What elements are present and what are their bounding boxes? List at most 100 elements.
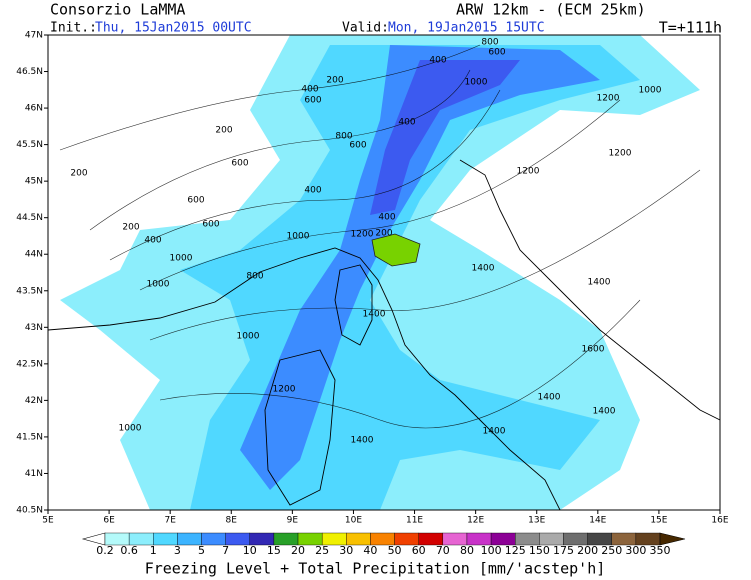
contour-label: 200 — [122, 223, 139, 233]
contour-label: 1400 — [538, 393, 561, 403]
contour-label: 400 — [301, 85, 318, 95]
lat-label: 46N — [25, 104, 43, 114]
contour-label: 1200 — [273, 385, 296, 395]
lon-label: 12E — [467, 516, 484, 526]
contour-label: 1400 — [472, 264, 495, 274]
lon-label: 5E — [42, 516, 54, 526]
lon-label: 9E — [287, 516, 299, 526]
colorbar-label: 300 — [625, 544, 646, 557]
colorbar-label: 5 — [198, 544, 205, 557]
lat-label: 47N — [25, 31, 43, 41]
colorbar-arrow — [659, 532, 686, 546]
contour-label: 1200 — [351, 230, 374, 240]
precip-peak — [371, 233, 421, 267]
contour-label: 1000 — [287, 232, 310, 242]
contour-label: 1400 — [593, 407, 616, 417]
colorbar-label: 15 — [267, 544, 281, 557]
colorbar-label: 70 — [436, 544, 450, 557]
colorbar-label: 30 — [339, 544, 353, 557]
contour-label: 800 — [246, 272, 263, 282]
coastlines — [48, 159, 720, 510]
contour-label: 1400 — [588, 278, 611, 288]
lat-label: 44N — [25, 250, 43, 260]
contour-label: 1000 — [119, 424, 142, 434]
contour-label: 1400 — [483, 427, 506, 437]
colorbar-label: 50 — [388, 544, 402, 557]
lon-label: 6E — [103, 516, 115, 526]
colorbar-label: 200 — [577, 544, 598, 557]
map-frame — [47, 34, 721, 511]
lat-label: 44.5N — [16, 213, 43, 223]
lon-label: 8E — [226, 516, 238, 526]
contour-label: 1000 — [639, 86, 662, 96]
colorbar-label: 1 — [150, 544, 157, 557]
colorbar-label: 3 — [174, 544, 181, 557]
contour-label: 1400 — [363, 310, 386, 320]
contour-label: 200 — [375, 229, 392, 239]
contour-label: 1000 — [465, 78, 488, 88]
colorbar-label: 60 — [412, 544, 426, 557]
lat-label: 43.5N — [16, 286, 43, 296]
contour-label: 400 — [429, 56, 446, 66]
lon-label: 13E — [528, 516, 545, 526]
contour-label: 400 — [378, 213, 395, 223]
colorbar-label: 20 — [291, 544, 305, 557]
contour-label: 600 — [304, 96, 321, 106]
lead-time: T=+111h — [659, 19, 722, 37]
contour-label: 1200 — [609, 149, 632, 159]
valid-time: Mon, 19Jan2015 15UTC — [388, 21, 545, 36]
freezing-contours — [59, 44, 701, 429]
contour-label: 1200 — [597, 94, 620, 104]
contour-label: 1000 — [147, 280, 170, 290]
colorbar-label: 175 — [553, 544, 574, 557]
colorbar-label: 80 — [460, 544, 474, 557]
contour-label: 200 — [215, 126, 232, 136]
lat-label: 46.5N — [16, 67, 43, 77]
contour-label: 800 — [335, 132, 352, 142]
lon-label: 7E — [164, 516, 176, 526]
colorbar-label: 125 — [505, 544, 526, 557]
valid-label: Valid: — [342, 21, 389, 36]
contour-label: 600 — [187, 196, 204, 206]
colorbar-label: 0.6 — [120, 544, 138, 557]
lon-label: 14E — [589, 516, 606, 526]
lat-label: 42.5N — [16, 359, 43, 369]
contour-label: 1000 — [237, 332, 260, 342]
lon-label: 10E — [345, 516, 362, 526]
lat-label: 45N — [25, 177, 43, 187]
model: ARW 12km - (ECM 25km) — [456, 1, 646, 19]
contour-label: 400 — [398, 118, 415, 128]
contour-label: 1400 — [351, 436, 374, 446]
title: Consorzio LaMMA — [50, 1, 185, 19]
lon-label: 11E — [406, 516, 423, 526]
colorbar-title: Freezing Level + Total Precipitation [mm… — [145, 560, 606, 578]
contour-label: 600 — [349, 141, 366, 151]
contour-label: 1000 — [170, 254, 193, 264]
contour-label: 400 — [304, 186, 321, 196]
contour-label: 1200 — [517, 167, 540, 177]
contour-label: 200 — [326, 76, 343, 86]
lat-label: 42N — [25, 396, 43, 406]
map-area — [48, 35, 720, 510]
contour-label: 1600 — [582, 345, 605, 355]
precip-heavier — [370, 60, 520, 215]
contour-label: 600 — [488, 48, 505, 58]
lat-label: 43N — [25, 323, 43, 333]
lat-label: 41N — [25, 469, 43, 479]
contour-label: 200 — [70, 169, 87, 179]
colorbar-label: 10 — [243, 544, 257, 557]
contour-label: 400 — [144, 236, 161, 246]
colorbar-label: 250 — [601, 544, 622, 557]
init-label: Init.: — [50, 21, 97, 36]
lat-label: 41.5N — [16, 432, 43, 442]
contour-label: 600 — [231, 159, 248, 169]
colorbar-label: 25 — [315, 544, 329, 557]
colorbar-label: 350 — [650, 544, 671, 557]
colorbar-label: 150 — [529, 544, 550, 557]
colorbar-label: 40 — [363, 544, 377, 557]
contour-label: 600 — [202, 220, 219, 230]
lat-label: 45.5N — [16, 140, 43, 150]
lat-label: 40.5N — [16, 506, 43, 516]
colorbar-label: 7 — [222, 544, 229, 557]
